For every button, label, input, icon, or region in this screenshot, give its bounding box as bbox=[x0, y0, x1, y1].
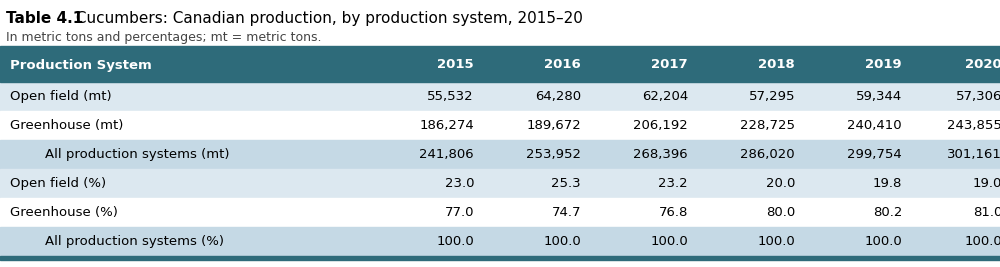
Text: All production systems (%): All production systems (%) bbox=[28, 235, 224, 248]
Text: 2017: 2017 bbox=[651, 58, 688, 72]
Text: 23.2: 23.2 bbox=[658, 177, 688, 190]
Text: 2015: 2015 bbox=[437, 58, 474, 72]
Text: 76.8: 76.8 bbox=[659, 206, 688, 219]
Bar bbox=[0, 82, 1000, 111]
Text: 80.2: 80.2 bbox=[873, 206, 902, 219]
Text: 57,295: 57,295 bbox=[748, 90, 795, 103]
Bar bbox=[0, 227, 1000, 256]
Bar bbox=[0, 80, 1000, 82]
Text: 59,344: 59,344 bbox=[856, 90, 902, 103]
Text: Table 4.1: Table 4.1 bbox=[6, 11, 83, 26]
Bar bbox=[0, 50, 1000, 80]
Text: 57,306: 57,306 bbox=[956, 90, 1000, 103]
Text: 100.0: 100.0 bbox=[543, 235, 581, 248]
Text: Greenhouse (mt): Greenhouse (mt) bbox=[10, 119, 123, 132]
Text: 286,020: 286,020 bbox=[740, 148, 795, 161]
Text: 2020: 2020 bbox=[965, 58, 1000, 72]
Text: 2016: 2016 bbox=[544, 58, 581, 72]
Text: All production systems (mt): All production systems (mt) bbox=[28, 148, 230, 161]
Text: 100.0: 100.0 bbox=[650, 235, 688, 248]
Text: Open field (mt): Open field (mt) bbox=[10, 90, 112, 103]
Text: 241,806: 241,806 bbox=[419, 148, 474, 161]
Text: 186,274: 186,274 bbox=[419, 119, 474, 132]
Bar bbox=[0, 198, 1000, 227]
Text: 228,725: 228,725 bbox=[740, 119, 795, 132]
Text: 100.0: 100.0 bbox=[757, 235, 795, 248]
Text: 240,410: 240,410 bbox=[847, 119, 902, 132]
Text: 23.0: 23.0 bbox=[444, 177, 474, 190]
Text: 25.3: 25.3 bbox=[551, 177, 581, 190]
Text: 189,672: 189,672 bbox=[526, 119, 581, 132]
Text: 81.0: 81.0 bbox=[973, 206, 1000, 219]
Text: 74.7: 74.7 bbox=[552, 206, 581, 219]
Text: 268,396: 268,396 bbox=[633, 148, 688, 161]
Text: 100.0: 100.0 bbox=[436, 235, 474, 248]
Text: 20.0: 20.0 bbox=[766, 177, 795, 190]
Text: 253,952: 253,952 bbox=[526, 148, 581, 161]
Text: 64,280: 64,280 bbox=[535, 90, 581, 103]
Bar bbox=[0, 169, 1000, 198]
Text: 299,754: 299,754 bbox=[847, 148, 902, 161]
Text: Open field (%): Open field (%) bbox=[10, 177, 106, 190]
Text: Production System: Production System bbox=[10, 58, 152, 72]
Text: 80.0: 80.0 bbox=[766, 206, 795, 219]
Text: 2019: 2019 bbox=[865, 58, 902, 72]
Text: Greenhouse (%): Greenhouse (%) bbox=[10, 206, 118, 219]
Text: 55,532: 55,532 bbox=[427, 90, 474, 103]
Text: 2018: 2018 bbox=[758, 58, 795, 72]
Text: In metric tons and percentages; mt = metric tons.: In metric tons and percentages; mt = met… bbox=[6, 32, 322, 44]
Text: 77.0: 77.0 bbox=[444, 206, 474, 219]
Text: 301,161: 301,161 bbox=[947, 148, 1000, 161]
Bar bbox=[0, 256, 1000, 260]
Bar bbox=[0, 140, 1000, 169]
Text: 100.0: 100.0 bbox=[964, 235, 1000, 248]
Text: 19.8: 19.8 bbox=[873, 177, 902, 190]
Bar bbox=[0, 111, 1000, 140]
Text: 206,192: 206,192 bbox=[633, 119, 688, 132]
Text: 243,855: 243,855 bbox=[947, 119, 1000, 132]
Text: 100.0: 100.0 bbox=[864, 235, 902, 248]
Text: 62,204: 62,204 bbox=[642, 90, 688, 103]
Text: 19.0: 19.0 bbox=[973, 177, 1000, 190]
Bar bbox=[0, 46, 1000, 50]
Text: Cucumbers: Canadian production, by production system, 2015–20: Cucumbers: Canadian production, by produ… bbox=[71, 11, 583, 26]
